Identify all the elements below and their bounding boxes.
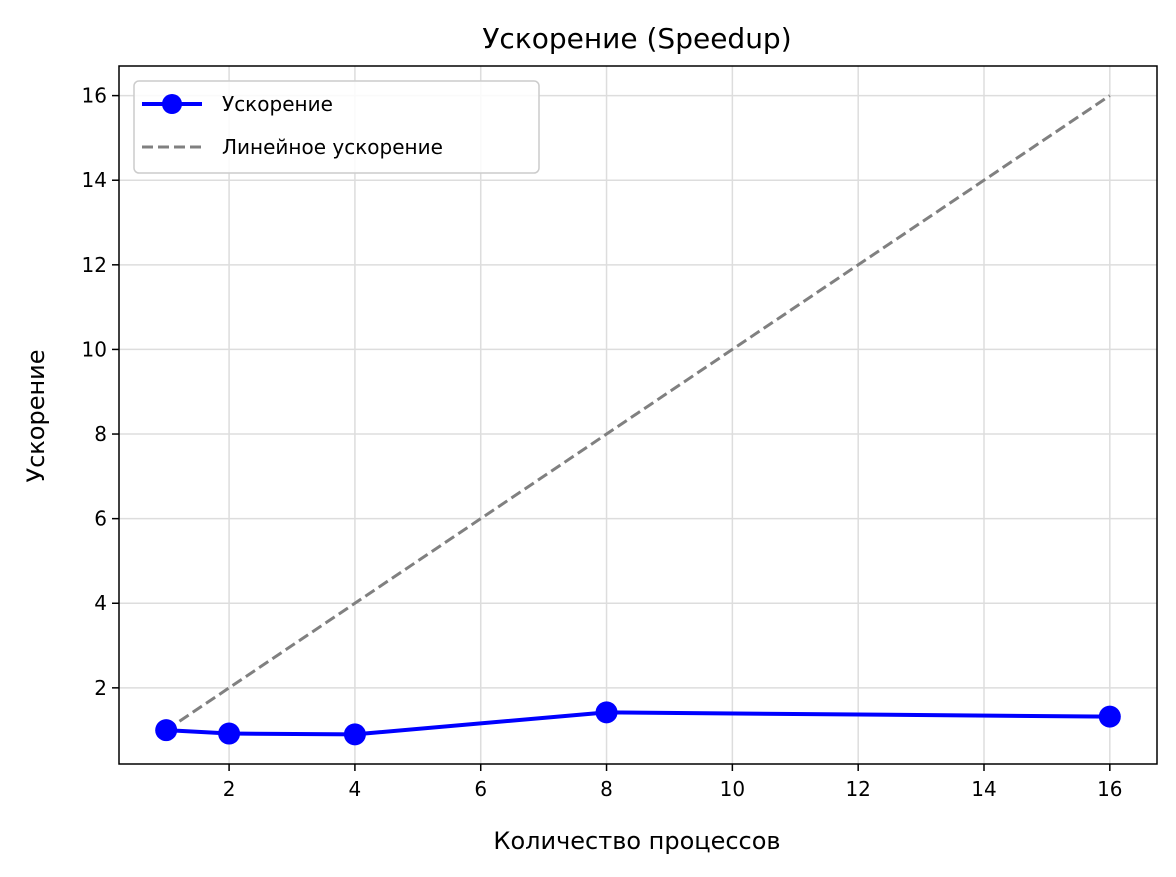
y-tick-label: 14 <box>82 168 107 192</box>
x-tick-label: 10 <box>720 777 745 801</box>
x-axis-title: Количество процессов <box>493 827 780 855</box>
legend-swatch-speedup-marker <box>162 94 182 114</box>
grid-lines <box>119 66 1157 764</box>
y-tick-label: 6 <box>94 507 107 531</box>
y-tick-label: 10 <box>82 337 107 361</box>
data-point <box>155 719 178 742</box>
series-layer <box>155 94 1121 746</box>
legend-box <box>133 80 540 174</box>
data-point <box>343 723 366 746</box>
legend-label-speedup: Ускорение <box>222 92 333 116</box>
data-point <box>595 701 618 724</box>
y-tick-label: 16 <box>82 84 107 108</box>
legend-label-linear: Линейное ускорение <box>222 135 443 159</box>
y-tick-label: 4 <box>94 591 107 615</box>
x-tick-label: 12 <box>845 777 870 801</box>
plot-frame <box>118 65 1158 765</box>
x-tick-label: 2 <box>223 777 236 801</box>
axis-ticks: 2 4 6 8 10 12 14 16 2 4 6 8 10 12 14 16 <box>82 84 1123 801</box>
y-tick-label: 12 <box>82 253 107 277</box>
y-tick-label: 2 <box>94 676 107 700</box>
x-tick-label: 14 <box>971 777 996 801</box>
y-axis-title: Ускорение <box>22 349 50 482</box>
x-tick-label: 16 <box>1097 777 1122 801</box>
series-line-linear <box>165 94 1111 732</box>
x-tick-label: 8 <box>600 777 613 801</box>
x-tick-label: 4 <box>349 777 362 801</box>
data-point <box>1098 705 1121 728</box>
legend: Ускорение Линейное ускорение <box>133 80 540 174</box>
y-tick-label: 8 <box>94 422 107 446</box>
x-tick-label: 6 <box>474 777 487 801</box>
data-point <box>218 722 241 745</box>
chart-title: Ускорение (Speedup) <box>482 22 791 55</box>
